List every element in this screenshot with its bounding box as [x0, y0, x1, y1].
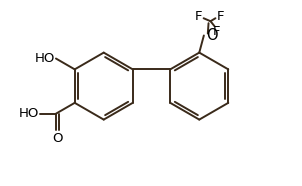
Text: F: F: [195, 10, 202, 23]
Text: HO: HO: [19, 107, 39, 120]
Text: F: F: [217, 10, 224, 23]
Text: O: O: [52, 132, 63, 145]
Text: O: O: [206, 28, 217, 43]
Text: HO: HO: [35, 52, 55, 65]
Text: F: F: [213, 25, 220, 38]
